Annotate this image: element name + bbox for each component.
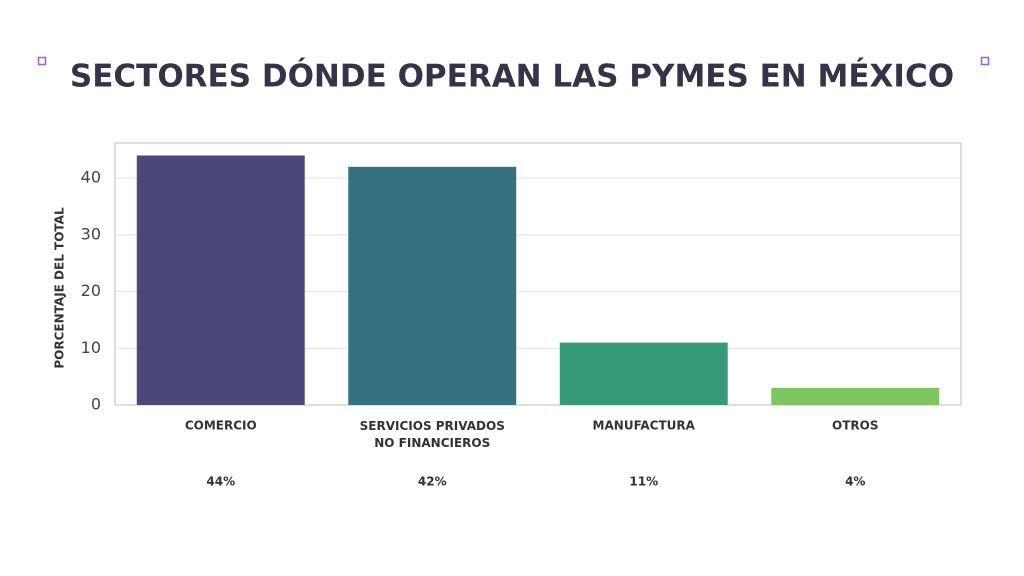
annotation: 44%: [206, 475, 235, 489]
x-tick-label: OTROS: [832, 419, 878, 433]
bar: [348, 166, 517, 405]
annotation: 4%: [845, 475, 865, 489]
decor-square: [980, 56, 990, 66]
x-tick-label: SERVICIOS PRIVADOS NO FINANCIEROS: [360, 419, 505, 450]
annotation: 42%: [418, 475, 447, 489]
chart-title: SECTORES DÓNDE OPERAN LAS PYMES EN MÉXIC…: [70, 58, 954, 95]
x-tick-label: MANUFACTURA: [593, 419, 696, 433]
y-tick-label: 10: [81, 338, 101, 357]
y-tick-label: 30: [81, 224, 101, 243]
y-tick-label: 0: [91, 395, 101, 414]
annotation: 11%: [629, 475, 658, 489]
bar: [559, 342, 728, 405]
plot-frame: [114, 142, 962, 406]
y-tick-label: 40: [81, 168, 101, 187]
y-tick-label: 20: [81, 281, 101, 300]
bar: [136, 155, 305, 405]
decor-square: [37, 56, 47, 66]
bar: [771, 387, 940, 405]
y-axis-label: PORCENTAJE DEL TOTAL: [53, 207, 67, 369]
x-tick-label: COMERCIO: [185, 419, 257, 433]
